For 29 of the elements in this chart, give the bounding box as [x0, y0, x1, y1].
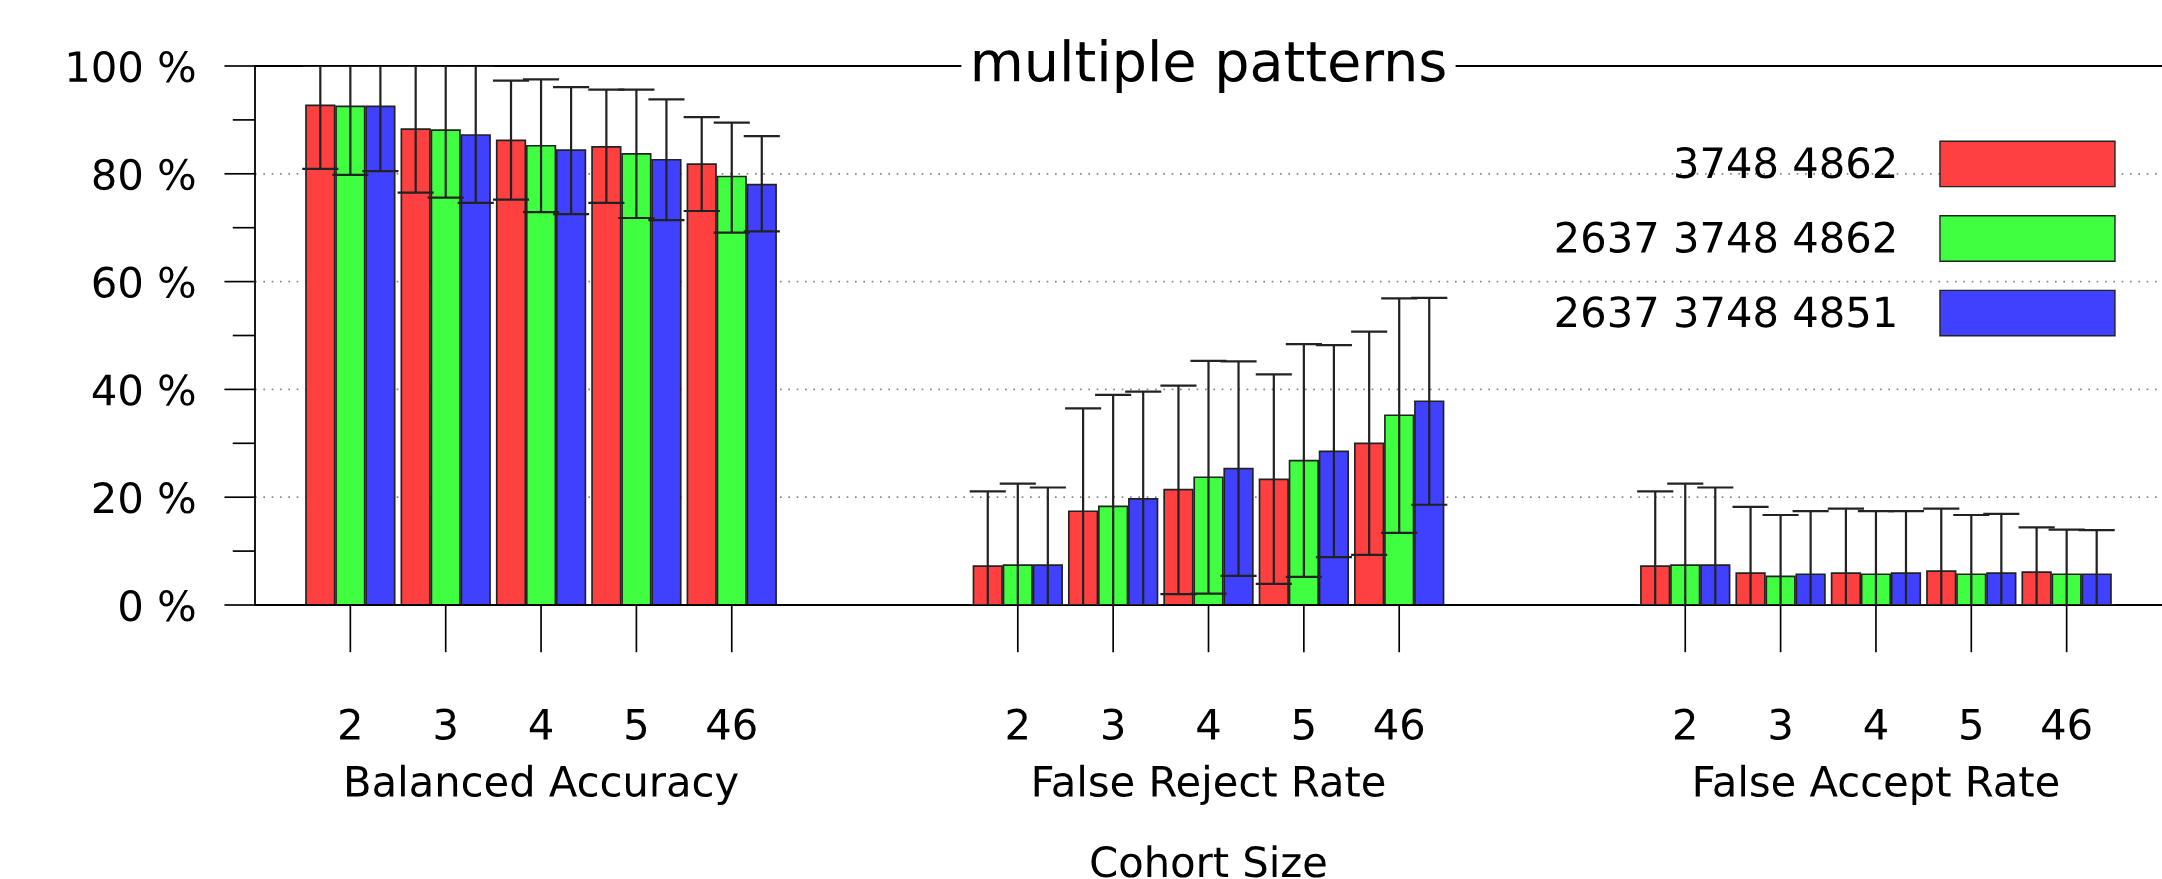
legend-label: 2637 3748 4851 [1556, 296, 1895, 328]
chart-title: multiple patterns [974, 39, 1445, 93]
x-tick-label: 5 [1293, 709, 1314, 741]
legend-label: 3748 4862 [1676, 146, 1895, 179]
text: Balanced Accuracy [347, 764, 738, 806]
y-tick-label: 60 % [93, 266, 195, 299]
x-tick-label: 2 [1007, 708, 1027, 740]
x-tick-label: 4 [1197, 709, 1220, 740]
x-tick-label: 3 [1103, 708, 1124, 741]
y-tick-label: 100 % [68, 50, 195, 83]
x-tick-label: 3 [1770, 708, 1791, 741]
text: False Accept Rate [1695, 764, 2059, 806]
y-tick-label: 80 % [93, 158, 195, 191]
x-axis-title: Cohort Size [1091, 845, 1326, 878]
x-tick-label: 2 [1675, 708, 1695, 740]
x-tick-label: 5 [1961, 709, 1981, 741]
x-tick-label: 4 [1864, 709, 1887, 740]
y-tick-label: 20 % [93, 482, 195, 514]
x-tick-label: 5 [626, 709, 647, 741]
y-tick-label: 40 % [92, 374, 195, 406]
text: False Reject Rate [1034, 764, 1385, 806]
x-tick-label: 46 [2042, 708, 2091, 741]
y-tick-label: 0 % [120, 589, 195, 622]
x-tick-label: 2 [340, 708, 360, 740]
legend-label: 2637 3748 4862 [1556, 221, 1895, 254]
x-tick-label: 3 [435, 708, 456, 741]
x-tick-label: 46 [1374, 708, 1424, 741]
x-tick-label: 4 [529, 709, 552, 740]
x-tick-label: 46 [707, 708, 756, 741]
